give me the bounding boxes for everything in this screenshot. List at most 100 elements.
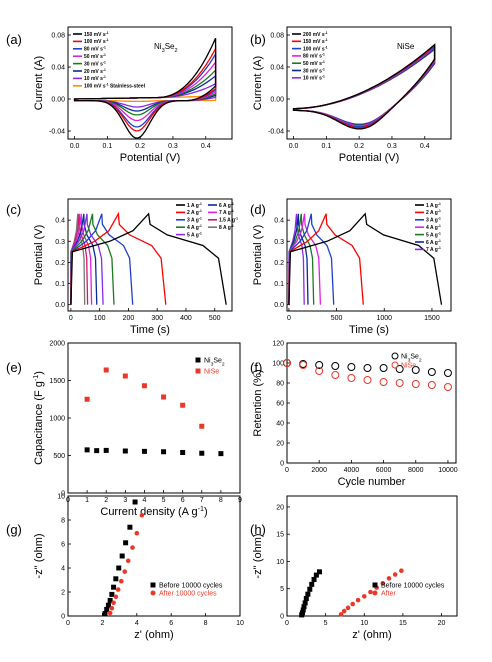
x-tick-label: 0 (285, 620, 289, 627)
data-point (305, 591, 311, 597)
data-point (363, 376, 372, 384)
x-tick-label: 0 (287, 315, 291, 322)
data-point (218, 451, 224, 457)
data-point (122, 448, 128, 454)
data-point (315, 367, 324, 375)
data-point (368, 589, 373, 595)
y-tick-label: 0 (280, 614, 284, 621)
data-point (300, 607, 306, 613)
legend-entry: 1 A g-1 (187, 202, 202, 209)
y-axis-label: Retention (%) (252, 369, 264, 436)
y-tick-label: 4 (61, 566, 65, 573)
y-tick-label: 0 (61, 614, 65, 621)
data-point (122, 373, 128, 379)
legend-marker (372, 582, 378, 588)
data-point (303, 596, 309, 602)
data-point (331, 362, 340, 370)
x-tick-label: 500 (331, 315, 343, 322)
y-tick-label: 0.1 (55, 281, 65, 288)
x-tick-label: 100 (94, 315, 106, 322)
series-line (70, 213, 134, 305)
data-point (283, 359, 291, 367)
y-tick-label: 0.08 (51, 33, 65, 40)
legend-entry: 7 A g-1 (219, 209, 234, 216)
legend-marker (391, 352, 399, 360)
plot-frame-g (67, 495, 241, 617)
data-point (355, 597, 361, 603)
x-tick-label: 6 (181, 497, 185, 504)
y-axis-label: -z'' (ohm) (33, 533, 45, 578)
panel-label: (f) (250, 360, 262, 375)
data-point (180, 450, 186, 455)
y-tick-label: 100 (272, 361, 284, 368)
data-point (411, 380, 420, 388)
y-tick-label: 500 (53, 453, 65, 460)
panel-label: (d) (250, 202, 266, 217)
data-point (443, 383, 452, 391)
panel-label: (b) (250, 32, 266, 47)
x-tick-label: 0.4 (201, 143, 211, 150)
x-tick-label: 8 (219, 497, 223, 504)
series-line (288, 212, 443, 305)
x-tick-label: 5 (162, 497, 166, 504)
x-axis-label: Time (s) (130, 324, 170, 336)
plot-frame-c (67, 198, 233, 312)
series-line (70, 213, 104, 305)
legend-entry: 20 mV s-1 (84, 68, 106, 75)
data-point (411, 366, 420, 374)
legend-entry: 2 A g-1 (426, 209, 441, 216)
subplot-title: Ni3Se2 (154, 42, 178, 54)
legend-entry: 30 mV s-1 (84, 60, 106, 67)
x-tick-label: 8000 (408, 467, 424, 474)
x-tick-label: 7 (200, 497, 204, 504)
data-point (395, 379, 404, 387)
data-point (180, 402, 186, 408)
data-point (141, 383, 147, 389)
legend-entry: 4 A g-1 (187, 224, 202, 231)
x-tick-label: 6000 (376, 467, 392, 474)
x-tick-label: 1000 (376, 315, 392, 322)
data-point (302, 600, 308, 606)
y-tick-label: 2000 (49, 341, 65, 348)
x-tick-label: 8 (204, 620, 208, 627)
data-point (399, 568, 404, 574)
x-tick-label: 6 (169, 620, 173, 627)
x-tick-label: 10000 (438, 467, 458, 474)
panel-label: (g) (6, 522, 22, 537)
series-line (288, 213, 322, 305)
legend-entry: 3 A g-1 (187, 217, 202, 224)
data-point (311, 576, 317, 582)
data-point (125, 558, 131, 564)
panel-b: 0.0 0.1 0.2 0.3 0.4 -0.04 0.00 0.04 0.08 Potentia… (250, 26, 452, 164)
data-point (105, 602, 111, 608)
panel-label: (e) (6, 360, 22, 375)
data-point (341, 608, 347, 614)
data-point (113, 594, 119, 600)
legend: 1 A g-12 A g-13 A g-14 A g-15 A g-1 6 A g… (176, 202, 238, 238)
data-point (363, 364, 372, 372)
y-tick-label: -0.04 (49, 129, 65, 136)
x-tick-label: 10 (360, 620, 368, 627)
legend-entry: Ni3Se2 (204, 358, 225, 368)
series-line (288, 213, 364, 305)
legend-marker (195, 368, 201, 374)
data-point (109, 605, 115, 611)
series-line (73, 37, 217, 139)
legend-entry: 4 A g-1 (426, 224, 441, 231)
y-tick-label: 0 (280, 461, 284, 468)
y-axis-label: Current (A) (252, 56, 264, 110)
y-tick-label: 2 (61, 590, 65, 597)
y-axis-label: Potential (V) (33, 225, 45, 286)
panel-label: (c) (6, 202, 21, 217)
data-point (331, 371, 340, 379)
x-tick-label: 0 (69, 315, 73, 322)
legend-entry: 50 mV s-1 (84, 53, 106, 60)
y-tick-label: 80 (276, 381, 284, 388)
data-point (380, 580, 386, 586)
data-point (111, 584, 117, 590)
legend-entry: Ni3Se2 (401, 354, 422, 364)
legend-entry: 80 mV s-1 (303, 53, 325, 60)
